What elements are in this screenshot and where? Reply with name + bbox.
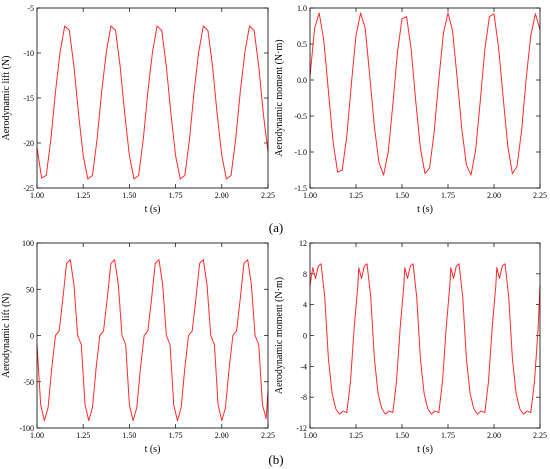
plot-frame <box>36 7 269 189</box>
y-tick-label: -20 <box>23 139 34 148</box>
y-tick-label: -1.5 <box>294 184 307 193</box>
series-line <box>309 263 541 415</box>
y-axis-label: Aerodynamic lift (N) <box>1 56 12 141</box>
x-tick-label: 2.25 <box>261 191 275 200</box>
y-tick-label: -10 <box>23 49 34 58</box>
x-tick-label: 1.75 <box>441 191 455 200</box>
y-tick-label: 4 <box>303 301 307 310</box>
x-tick-label: 1.50 <box>395 191 409 200</box>
y-tick-label: 0 <box>303 332 307 341</box>
x-tick-label: 1.75 <box>169 191 183 200</box>
x-axis-label: t (s) <box>417 204 433 215</box>
y-tick-label: -8 <box>300 393 307 402</box>
y-tick-label: 12 <box>299 239 307 248</box>
x-tick-label: 2.25 <box>533 431 547 440</box>
y-tick-label: -100 <box>19 424 34 433</box>
x-tick-label: 1.75 <box>441 431 455 440</box>
y-tick-label: -4 <box>300 362 307 371</box>
x-tick-label: 2.25 <box>261 431 275 440</box>
x-tick-label: 2.00 <box>215 191 229 200</box>
x-tick-label: 2.25 <box>533 191 547 200</box>
x-tick-label: 1.25 <box>349 431 363 440</box>
y-tick-label: -12 <box>296 424 307 433</box>
y-tick-label: -50 <box>23 378 34 387</box>
y-axis-label: Aerodynamic moment (N·m) <box>274 39 285 156</box>
y-tick-label: -0.5 <box>294 112 307 121</box>
x-axis-label: t (s) <box>145 204 161 215</box>
y-tick-label: 0.0 <box>297 76 307 85</box>
y-tick-label: -5 <box>27 4 34 13</box>
chart-2: 1.00 1.25 1.50 1.75 2.00 2.25 -1.5 -1.0 -0.5 0.0 0… <box>274 4 547 215</box>
x-tick-label: 1.00 <box>30 431 44 440</box>
x-tick-label: 1.50 <box>395 431 409 440</box>
x-tick-label: 1.50 <box>122 431 136 440</box>
y-axis-label: Aerodynamic moment (N·m) <box>274 277 285 394</box>
chart-1: 1.00 1.25 1.50 1.75 2.00 2.25 -25 -20 -15 -10 -5 t … <box>1 4 275 215</box>
y-axis-label: Aerodynamic lift (N) <box>1 293 12 378</box>
series-line <box>36 25 269 180</box>
x-tick-label: 1.00 <box>303 191 317 200</box>
y-tick-label: 100 <box>22 239 34 248</box>
y-tick-label: 50 <box>26 285 34 294</box>
panel-label-b: (b) <box>268 452 283 467</box>
plot-frame <box>309 242 541 429</box>
x-axis-label: t (s) <box>417 444 433 455</box>
y-tick-label: 1.0 <box>297 4 307 13</box>
x-tick-label: 1.00 <box>303 431 317 440</box>
plot-frame <box>309 7 541 189</box>
chart-3: 1.00 1.25 1.50 1.75 2.00 2.25 -100 -50 0 50 100 t (… <box>1 239 275 455</box>
y-tick-label: 0.5 <box>297 40 307 49</box>
chart-4: 1.00 1.25 1.50 1.75 2.00 2.25 -12 -8 -4 0 4 8 12 t (s… <box>274 239 547 455</box>
panel-label-a: (a) <box>269 220 283 235</box>
x-tick-label: 2.00 <box>487 431 501 440</box>
y-tick-label: -1.0 <box>294 148 307 157</box>
x-tick-label: 1.25 <box>349 191 363 200</box>
x-tick-label: 1.75 <box>169 431 183 440</box>
y-tick-label: 8 <box>303 270 307 279</box>
x-axis-label: t (s) <box>145 444 161 455</box>
y-tick-label: -15 <box>23 94 34 103</box>
series-line <box>36 259 269 422</box>
x-tick-label: 2.00 <box>487 191 501 200</box>
x-tick-label: 2.00 <box>215 431 229 440</box>
y-tick-label: -25 <box>23 184 34 193</box>
x-tick-label: 1.25 <box>76 191 90 200</box>
x-tick-label: 1.50 <box>122 191 136 200</box>
plot-frame <box>36 242 269 429</box>
x-tick-label: 1.25 <box>76 431 90 440</box>
y-tick-label: 0 <box>30 332 34 341</box>
series-line <box>309 12 541 176</box>
x-tick-label: 1.00 <box>30 191 44 200</box>
